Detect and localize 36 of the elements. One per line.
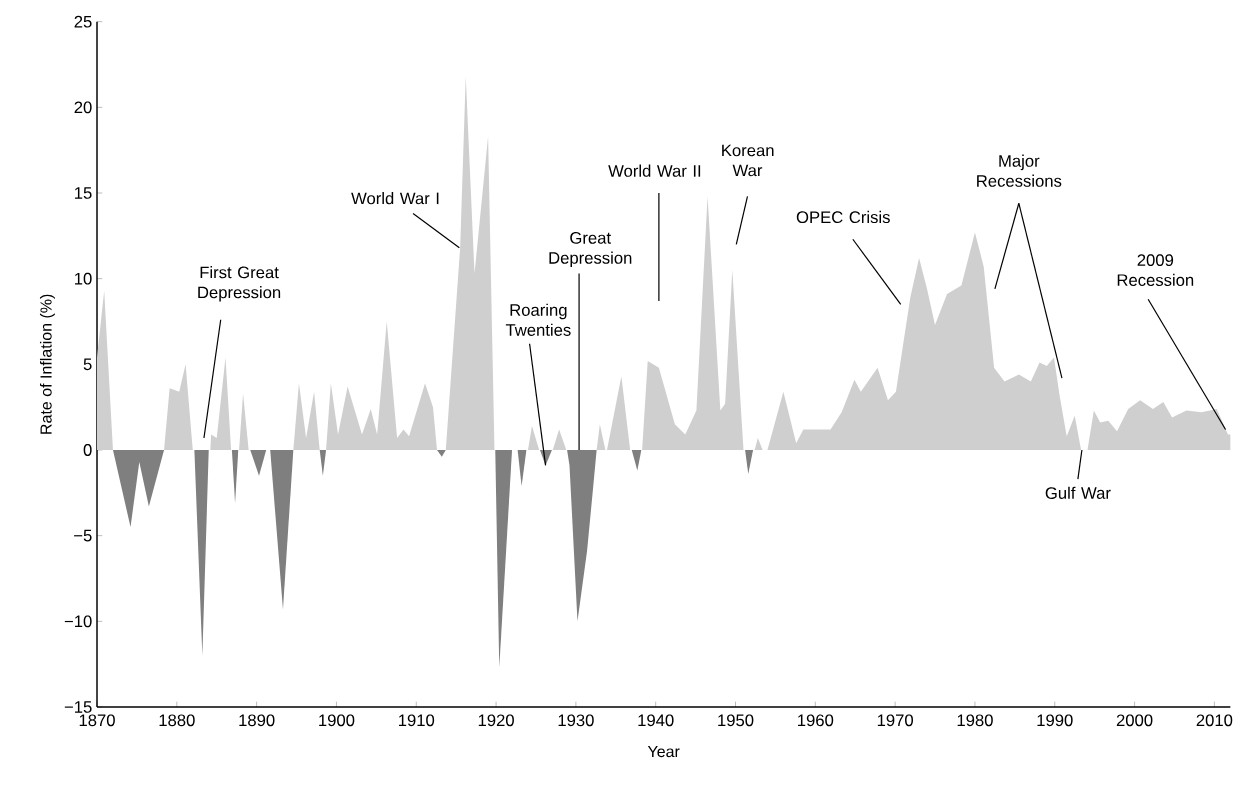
annotation: First Great Depression [198,266,281,302]
x-tick-label: 1940 [638,714,674,727]
x-tick-label: 1970 [877,714,914,727]
y-tick-label: 5 [83,358,92,371]
y-axis-title: Rate of Inflation (%) [39,294,55,434]
y-tick-label: 0 [83,444,92,456]
annotation: Roaring Twenties [505,303,571,336]
x-tick-label: 1930 [558,714,594,727]
annotation: OPEC Crisis [796,210,890,224]
annotation: Gulf War [1045,486,1111,499]
annotation: Great Depression [549,232,632,268]
annotation: Korean War [722,144,774,177]
x-tick-label: 1890 [239,714,275,727]
x-tick-label: 1980 [957,714,993,727]
x-tick-label: 1950 [718,714,754,727]
x-tick-label: 2000 [1116,714,1153,727]
y-tick-label: −10 [64,615,92,628]
annotation: World War II [608,164,701,177]
x-tick-label: 1880 [159,714,195,727]
annotation: Major Recessions [977,154,1062,187]
y-tick-label: 15 [75,187,92,199]
x-tick-label: 1920 [478,714,514,727]
x-axis-title: Year [647,746,680,758]
y-tick-label: −5 [74,529,92,542]
y-tick-label: 25 [74,15,92,28]
y-tick-label: −15 [64,701,92,713]
x-tick-label: 1910 [398,714,435,727]
x-tick-label: 1900 [319,714,355,727]
x-tick-label: 1870 [79,714,115,727]
x-tick-label: 1990 [1037,714,1073,727]
y-tick-label: 10 [75,272,92,285]
x-tick-label: 2010 [1196,714,1233,727]
annotation: 2009 Recession [1117,254,1194,286]
y-tick-label: 20 [74,101,92,114]
annotation: World War I [351,192,439,205]
x-tick-label: 1960 [798,714,834,727]
